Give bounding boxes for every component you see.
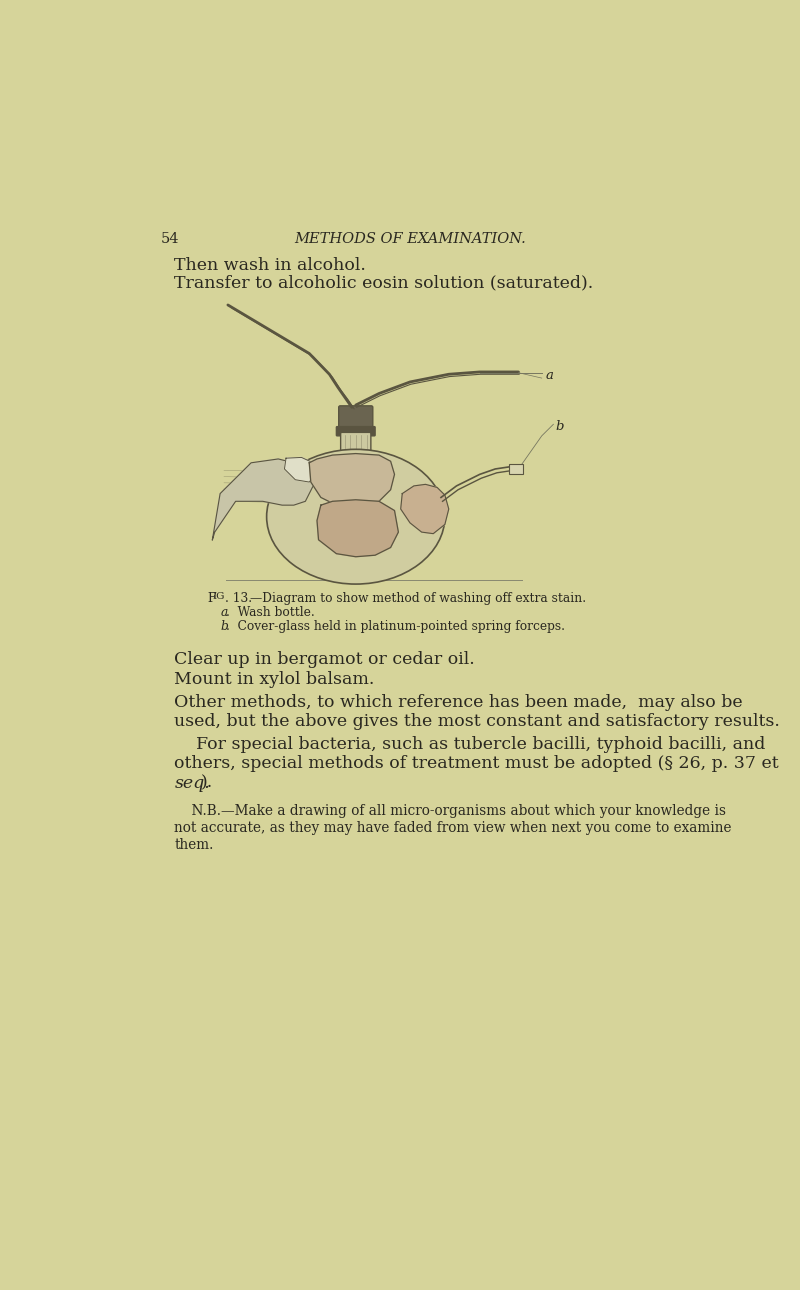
Ellipse shape [266, 449, 445, 584]
Text: IG: IG [212, 592, 225, 601]
Text: .  Cover-glass held in platinum-pointed spring forceps.: . Cover-glass held in platinum-pointed s… [226, 620, 566, 633]
Text: seq.: seq. [174, 775, 210, 792]
Polygon shape [401, 484, 449, 534]
Text: not accurate, as they may have faded from view when next you come to examine: not accurate, as they may have faded fro… [174, 820, 732, 835]
Text: Transfer to alcoholic eosin solution (saturated).: Transfer to alcoholic eosin solution (sa… [174, 275, 594, 292]
Text: Mount in xylol balsam.: Mount in xylol balsam. [174, 671, 374, 688]
Text: ).: ). [201, 775, 213, 792]
Text: b: b [220, 620, 228, 633]
Text: b: b [555, 419, 563, 432]
Text: used, but the above gives the most constant and satisfactory results.: used, but the above gives the most const… [174, 713, 780, 730]
Text: . 13.: . 13. [225, 592, 252, 605]
Text: others, special methods of treatment must be adopted (§ 26, p. 37 et: others, special methods of treatment mus… [174, 756, 779, 773]
Text: Other methods, to which reference has been made,  may also be: Other methods, to which reference has be… [174, 694, 743, 711]
Text: —Diagram to show method of washing off extra stain.: —Diagram to show method of washing off e… [250, 592, 586, 605]
Text: Clear up in bergamot or cedar oil.: Clear up in bergamot or cedar oil. [174, 651, 475, 668]
FancyBboxPatch shape [338, 406, 373, 431]
Polygon shape [310, 454, 394, 510]
Bar [509, 464, 523, 473]
Text: a: a [220, 606, 227, 619]
Text: .  Wash bottle.: . Wash bottle. [226, 606, 315, 619]
Text: Then wash in alcohol.: Then wash in alcohol. [174, 257, 366, 275]
Polygon shape [285, 458, 315, 482]
FancyBboxPatch shape [341, 432, 371, 464]
Text: F: F [207, 592, 215, 605]
FancyBboxPatch shape [336, 427, 375, 436]
Polygon shape [212, 459, 313, 539]
Text: METHODS OF EXAMINATION.: METHODS OF EXAMINATION. [294, 232, 526, 246]
Text: 54: 54 [161, 232, 179, 246]
Text: them.: them. [174, 837, 214, 851]
Text: a: a [546, 369, 554, 382]
Polygon shape [317, 499, 398, 557]
Text: N.B.—Make a drawing of all micro-organisms about which your knowledge is: N.B.—Make a drawing of all micro-organis… [174, 804, 726, 818]
Text: For special bacteria, such as tubercle bacilli, typhoid bacilli, and: For special bacteria, such as tubercle b… [174, 737, 766, 753]
